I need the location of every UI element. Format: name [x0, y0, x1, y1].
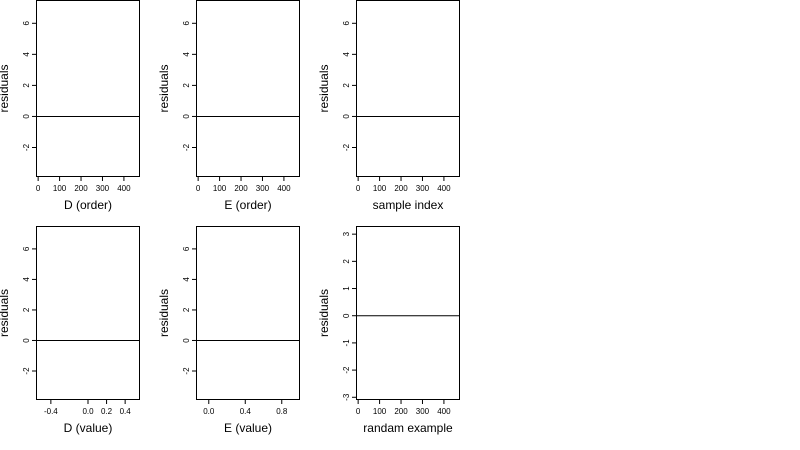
y-axis-title: residuals	[157, 64, 171, 112]
y-tick-label: -1	[342, 339, 351, 347]
x-tick-label: 0.4	[120, 407, 132, 416]
panel-2: 0 100 200 300 400 -2 0 2 4 6 E (order) residuals	[157, 0, 300, 212]
x-axis-title: E (value)	[224, 421, 272, 435]
panel-3: 0 100 200 300 400 -2 0 2 4 6 sample index residuals	[317, 0, 460, 212]
x-tick-label: 400	[437, 407, 451, 416]
x-tick-label: -0.4	[44, 407, 58, 416]
y-tick-label: 2	[182, 83, 191, 88]
x-tick-label: 100	[213, 184, 227, 193]
x-axis-title: D (order)	[64, 198, 112, 212]
plot-frame	[36, 0, 140, 177]
y-tick-label: -2	[182, 143, 191, 151]
y-tick-label: -3	[342, 393, 351, 401]
x-tick-label: 0.0	[203, 407, 215, 416]
panel-4: -0.4 0.0 0.2 0.4 -2 0 2 4 6 D (value) residuals	[0, 226, 140, 435]
x-tick-label: 0	[356, 407, 361, 416]
plot-frame	[356, 0, 460, 177]
x-tick-label: 400	[437, 184, 451, 193]
x-tick-label: 100	[373, 184, 387, 193]
panel-1: 0 100 200 300 400 -2 0 2 4 6 D (order) residuals	[0, 0, 140, 212]
y-tick-label: 6	[22, 21, 31, 26]
x-tick-label: 0	[36, 184, 41, 193]
x-axis-title: sample index	[373, 198, 444, 212]
x-tick-label: 200	[74, 184, 88, 193]
y-tick-label: -2	[22, 143, 31, 151]
y-tick-label: 0	[22, 338, 31, 343]
y-tick-label: 6	[182, 21, 191, 26]
x-axis-title: E (order)	[224, 198, 271, 212]
y-tick-label: 0	[342, 313, 351, 318]
y-tick-label: 6	[342, 21, 351, 26]
y-tick-label: 0	[182, 114, 191, 119]
plot-frame	[196, 226, 300, 400]
x-tick-label: 0.0	[82, 407, 94, 416]
panel-6: 0 100 200 300 400 -3 -2 -1 0 1 2 3 randam example res…	[317, 226, 460, 435]
x-axis-title: D (value)	[64, 421, 113, 435]
x-tick-label: 100	[53, 184, 67, 193]
panel-5: 0.0 0.4 0.8 -2 0 2 4 6 E (value) residuals	[157, 226, 300, 435]
x-tick-label: 200	[394, 184, 408, 193]
y-tick-label: 4	[182, 52, 191, 57]
y-axis-title: residuals	[0, 289, 11, 337]
y-tick-label: 0	[22, 114, 31, 119]
y-tick-label: 1	[342, 286, 351, 291]
plot-frame	[356, 226, 460, 400]
y-tick-label: -2	[22, 367, 31, 375]
x-tick-label: 300	[96, 184, 110, 193]
x-tick-label: 200	[234, 184, 248, 193]
x-tick-label: 200	[394, 407, 408, 416]
y-axis-title: residuals	[157, 289, 171, 337]
y-tick-label: 0	[182, 338, 191, 343]
x-axis-title: randam example	[363, 421, 453, 435]
y-tick-label: 4	[22, 277, 31, 282]
x-tick-label: 400	[117, 184, 131, 193]
y-tick-label: 6	[182, 246, 191, 251]
y-tick-label: 2	[342, 83, 351, 88]
y-tick-label: 4	[182, 277, 191, 282]
y-tick-label: 6	[22, 246, 31, 251]
y-axis-title: residuals	[0, 64, 11, 112]
plot-frame	[36, 226, 140, 400]
y-tick-label: 2	[22, 83, 31, 88]
y-axis-title: residuals	[317, 289, 331, 337]
y-tick-label: 0	[342, 114, 351, 119]
y-tick-label: -2	[182, 367, 191, 375]
y-tick-label: 4	[342, 52, 351, 57]
y-tick-label: 4	[22, 52, 31, 57]
y-tick-label: 3	[342, 231, 351, 236]
x-tick-label: 0	[356, 184, 361, 193]
y-tick-label: -2	[342, 366, 351, 374]
x-tick-label: 0.4	[240, 407, 252, 416]
y-axis-title: residuals	[317, 64, 331, 112]
x-tick-label: 300	[256, 184, 270, 193]
x-tick-label: 0.8	[276, 407, 288, 416]
x-tick-label: 300	[416, 407, 430, 416]
plot-frame	[196, 0, 300, 177]
x-tick-label: 400	[277, 184, 291, 193]
y-tick-label: -2	[342, 143, 351, 151]
y-tick-label: 2	[342, 259, 351, 264]
x-tick-label: 300	[416, 184, 430, 193]
y-tick-label: 2	[22, 307, 31, 312]
x-tick-label: 0.2	[101, 407, 113, 416]
x-tick-label: 0	[196, 184, 201, 193]
y-tick-label: 2	[182, 307, 191, 312]
x-tick-label: 100	[373, 407, 387, 416]
